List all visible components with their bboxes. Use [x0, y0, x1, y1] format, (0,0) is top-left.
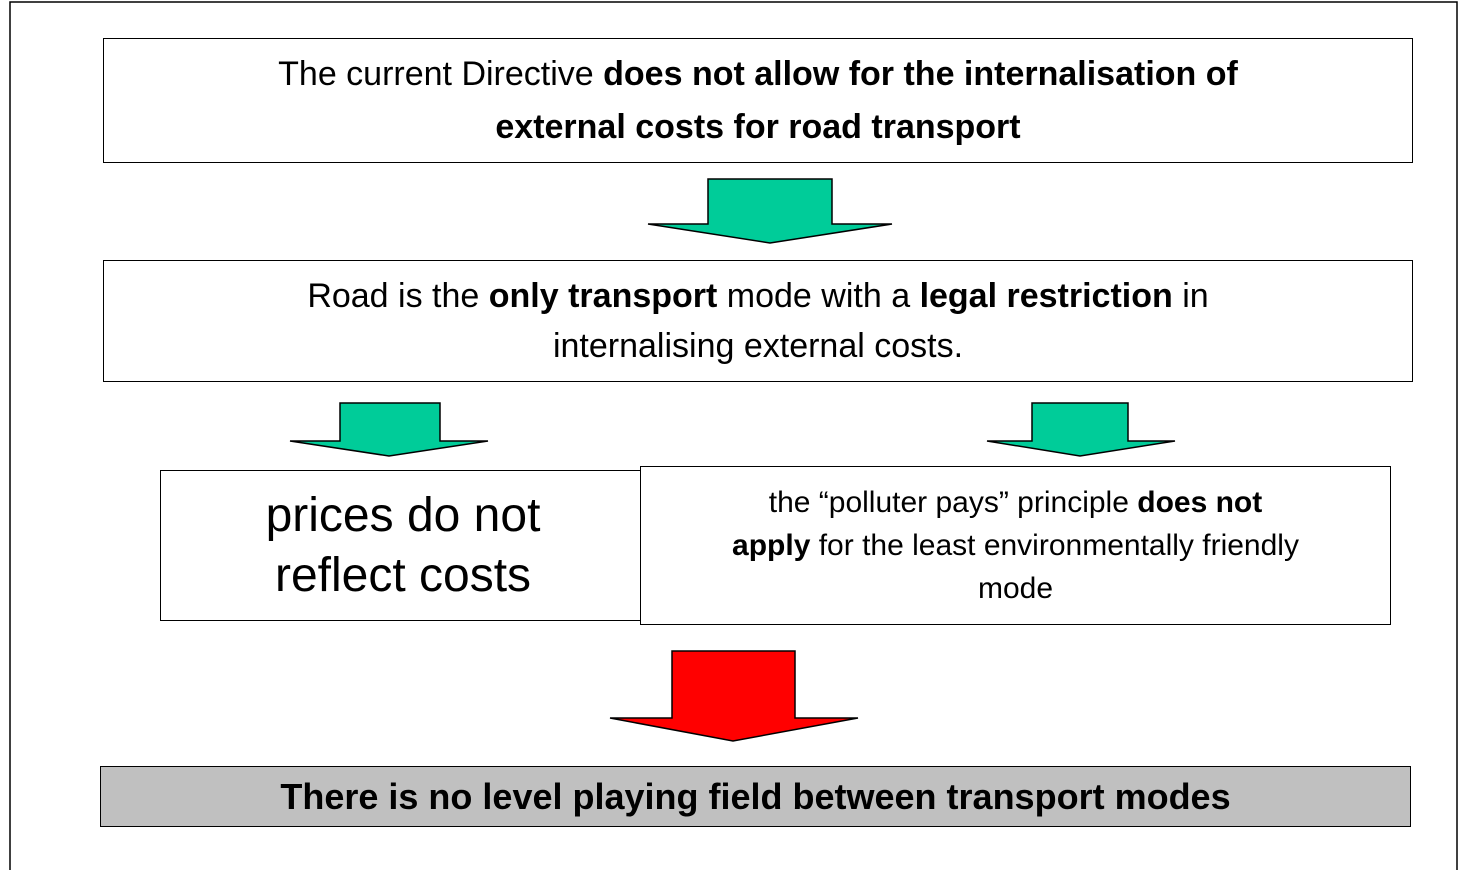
text-run: for the least environmentally friendly — [810, 529, 1299, 562]
text-run: reflect costs — [274, 548, 532, 602]
text-line: mode — [978, 567, 1053, 610]
text-run: only transport — [488, 277, 718, 315]
text-line: the “polluter pays” principle does not — [769, 481, 1263, 524]
text-line: There is no level playing field between … — [280, 775, 1230, 819]
text-run: internalising external costs. — [552, 327, 964, 365]
arrow-down — [986, 402, 1176, 457]
text-line: Road is the only transport mode with a l… — [307, 271, 1208, 321]
text-run: external costs for road transport — [495, 107, 1021, 146]
arrow-down — [647, 178, 893, 244]
text-run: in — [1172, 277, 1209, 315]
text-run: mode with a — [717, 277, 920, 315]
text-line: apply for the least environmentally frie… — [732, 524, 1299, 567]
text-run: does not allow for the internalisation o… — [603, 54, 1238, 93]
box: The current Directive does not allow for… — [103, 38, 1413, 163]
text-line: reflect costs — [275, 546, 531, 606]
box: prices do not reflect costs — [160, 470, 646, 621]
text-run: legal restriction — [919, 277, 1173, 315]
text-run: There is no level playing field between … — [280, 775, 1231, 817]
arrow-down — [289, 402, 489, 457]
text-line: internalising external costs. — [553, 321, 963, 371]
text-run: apply — [732, 529, 811, 562]
text-run: does not — [1137, 486, 1263, 519]
text-run: The current Directive — [278, 54, 604, 93]
text-run: prices do not — [265, 488, 541, 542]
arrow-down-red — [609, 650, 859, 742]
text-run: the “polluter pays” principle — [768, 486, 1138, 519]
box: the “polluter pays” principle does not ap… — [640, 466, 1391, 625]
text-line: external costs for road transport — [495, 101, 1020, 154]
text-run: Road is the — [307, 277, 489, 315]
text-line: prices do not — [266, 486, 541, 546]
frame — [9, 1, 1458, 870]
text-run: mode — [977, 572, 1054, 605]
text-line: The current Directive does not allow for… — [278, 48, 1238, 101]
conclusion-box: There is no level playing field between … — [100, 766, 1411, 827]
box: Road is the only transport mode with a l… — [103, 260, 1413, 382]
